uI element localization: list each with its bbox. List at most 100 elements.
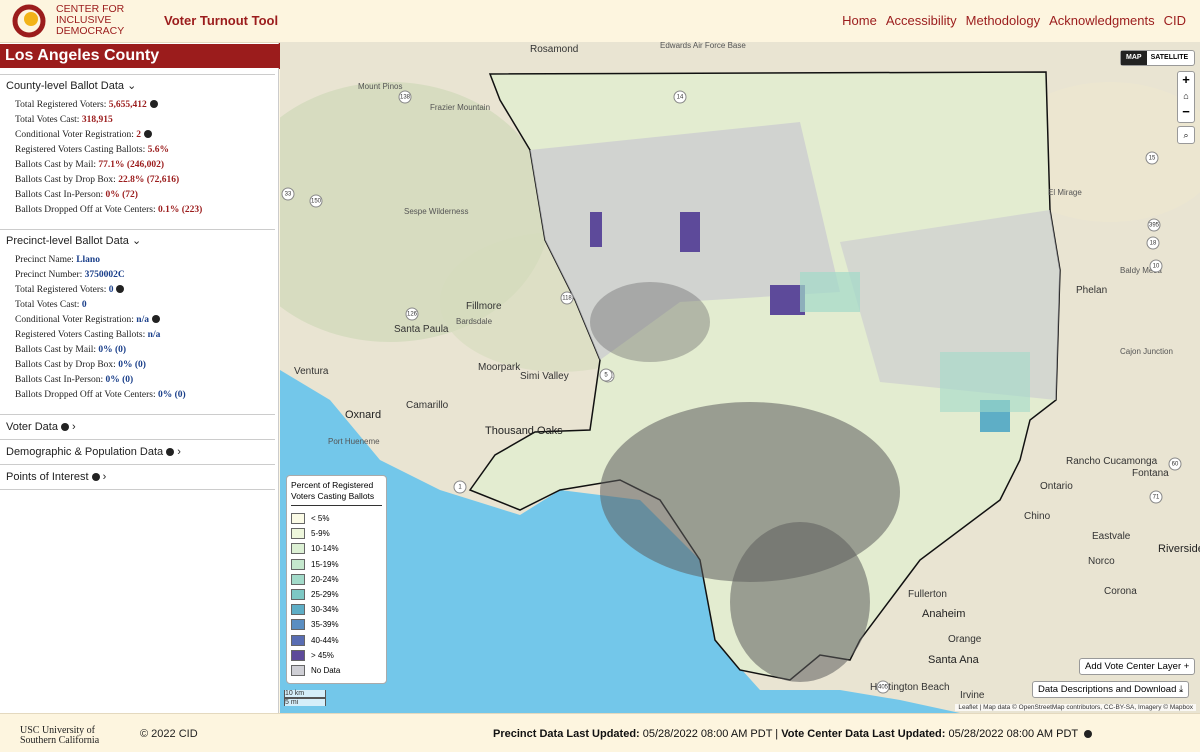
- nav-link[interactable]: Methodology: [965, 13, 1041, 28]
- section-heading[interactable]: Points of Interest ›: [0, 465, 275, 490]
- data-row: Precinct Number: 3750002C: [15, 268, 275, 283]
- road-shield[interactable]: 15: [1145, 151, 1159, 165]
- data-row: Ballots Dropped Off at Vote Centers: 0% …: [15, 388, 275, 403]
- nav-link[interactable]: Acknowledgments: [1049, 13, 1155, 28]
- add-layer-button[interactable]: Add Vote Center Layer +: [1079, 658, 1196, 675]
- precinct-section: Precinct-level Ballot Data ⌄ Precinct Na…: [0, 229, 275, 409]
- place-label[interactable]: Mount Pinos: [358, 82, 402, 91]
- map[interactable]: Rosamond Edwards Air Force Base Mount Pi…: [280, 42, 1200, 713]
- place-label[interactable]: El Mirage: [1048, 188, 1082, 197]
- road-shield[interactable]: 1: [453, 480, 467, 494]
- place-label[interactable]: Ventura: [294, 366, 329, 377]
- place-label[interactable]: Chino: [1024, 511, 1051, 522]
- data-row: Registered Voters Casting Ballots: n/a: [15, 328, 275, 343]
- place-label[interactable]: Sespe Wilderness: [404, 207, 468, 216]
- place-label[interactable]: Phelan: [1076, 285, 1107, 296]
- info-icon[interactable]: [91, 473, 100, 481]
- place-label[interactable]: Rosamond: [530, 44, 578, 55]
- place-label[interactable]: Fullerton: [908, 589, 947, 600]
- road-shield[interactable]: 71: [1149, 490, 1163, 504]
- place-label[interactable]: Riverside: [1158, 543, 1200, 555]
- road-shield[interactable]: 405: [876, 680, 890, 694]
- zoom-in[interactable]: +: [1182, 72, 1190, 87]
- place-label[interactable]: Anaheim: [922, 608, 965, 620]
- road-shields: 1381433150126118101151518395106071405: [281, 90, 1182, 694]
- place-label[interactable]: Fillmore: [466, 301, 502, 312]
- nav-link[interactable]: CID: [1163, 13, 1186, 28]
- road-shield[interactable]: 5: [599, 368, 613, 382]
- org-name[interactable]: Center for Inclusive Democracy: [56, 3, 125, 37]
- place-label[interactable]: Port Hueneme: [328, 437, 380, 446]
- row-label: Ballots Cast by Mail:: [15, 160, 97, 170]
- place-label[interactable]: Rancho Cucamonga: [1066, 456, 1158, 467]
- legend-label: > 45%: [311, 650, 334, 660]
- road-shield[interactable]: 118: [560, 291, 574, 305]
- place-label[interactable]: Eastvale: [1092, 531, 1131, 542]
- road-shield[interactable]: 126: [405, 307, 419, 321]
- legend-swatch: [291, 543, 305, 555]
- place-label[interactable]: Bardsdale: [456, 317, 493, 326]
- place-label[interactable]: Fontana: [1132, 468, 1169, 479]
- road-shield[interactable]: 10: [1149, 259, 1163, 273]
- place-label[interactable]: Irvine: [960, 690, 985, 701]
- info-icon[interactable]: [1084, 730, 1092, 738]
- info-icon[interactable]: [116, 285, 125, 293]
- place-label[interactable]: Camarillo: [406, 400, 449, 411]
- place-label[interactable]: Orange: [948, 634, 982, 645]
- section-heading[interactable]: County-level Ballot Data ⌄: [0, 74, 275, 96]
- info-icon[interactable]: [144, 130, 153, 138]
- place-label[interactable]: Frazier Mountain: [430, 103, 490, 112]
- road-shield[interactable]: 395: [1147, 218, 1161, 232]
- zoom-out[interactable]: −: [1182, 104, 1190, 119]
- place-label[interactable]: Baldy Mesa: [1120, 266, 1162, 275]
- road-shield[interactable]: 33: [281, 187, 295, 201]
- road-shield[interactable]: 138: [398, 90, 412, 104]
- university-logo[interactable]: USC University of Southern California: [20, 725, 100, 746]
- place-label[interactable]: Ontario: [1040, 481, 1073, 492]
- place-label[interactable]: Cajon Junction: [1120, 347, 1173, 356]
- section-heading[interactable]: Precinct-level Ballot Data ⌄: [0, 229, 275, 251]
- place-label[interactable]: Oxnard: [345, 409, 381, 421]
- row-label: Total Registered Voters:: [15, 285, 107, 295]
- road-shield[interactable]: 18: [1146, 236, 1160, 250]
- shield-bg: [398, 90, 412, 104]
- row-value: 2: [136, 130, 142, 140]
- download-button[interactable]: Data Descriptions and Download ⤓: [1032, 681, 1190, 698]
- legend-label: 20-24%: [311, 574, 339, 584]
- place-label[interactable]: Huntington Beach: [870, 682, 950, 693]
- shield-label: 33: [285, 192, 292, 198]
- place-label[interactable]: Corona: [1104, 586, 1137, 597]
- info-icon[interactable]: [166, 448, 175, 456]
- row-label: Precinct Name:: [15, 255, 74, 265]
- search-button[interactable]: ⌕: [1177, 126, 1195, 144]
- shield-label: 18: [1150, 241, 1157, 247]
- place-label[interactable]: Thousand Oaks: [485, 425, 563, 437]
- section-heading[interactable]: Demographic & Population Data ›: [0, 440, 275, 465]
- nav-link[interactable]: Accessibility: [885, 13, 957, 28]
- place-label[interactable]: Santa Paula: [394, 324, 449, 335]
- place-label[interactable]: Norco: [1088, 556, 1115, 567]
- place-label[interactable]: Edwards Air Force Base: [660, 42, 746, 50]
- section-heading[interactable]: Voter Data ›: [0, 414, 275, 440]
- info-icon[interactable]: [149, 100, 158, 108]
- row-value: 0: [81, 300, 87, 310]
- nav-link[interactable]: Home: [842, 13, 877, 28]
- road-shield[interactable]: 150: [309, 194, 323, 208]
- shield-label: 10: [1153, 264, 1160, 270]
- layer-button[interactable]: MAP: [1121, 51, 1147, 65]
- layer-button[interactable]: SATELLITE: [1150, 54, 1189, 61]
- home-button[interactable]: ⌂: [1183, 91, 1189, 101]
- scale-bar: 10 km 5 mi: [284, 690, 326, 706]
- place-label[interactable]: Santa Ana: [928, 654, 980, 666]
- row-label: Total Votes Cast:: [15, 300, 80, 310]
- shield-bg: [1147, 218, 1161, 232]
- shield-bg: [876, 680, 890, 694]
- logo[interactable]: [12, 4, 46, 38]
- attribution[interactable]: Leaflet | Map data © OpenStreetMap contr…: [955, 704, 1196, 711]
- place-label[interactable]: Moorpark: [478, 362, 521, 373]
- info-icon[interactable]: [60, 423, 69, 431]
- info-icon[interactable]: [151, 315, 160, 323]
- road-shield[interactable]: 60: [1168, 457, 1182, 471]
- road-shield[interactable]: 14: [673, 90, 687, 104]
- place-label[interactable]: Simi Valley: [520, 371, 569, 382]
